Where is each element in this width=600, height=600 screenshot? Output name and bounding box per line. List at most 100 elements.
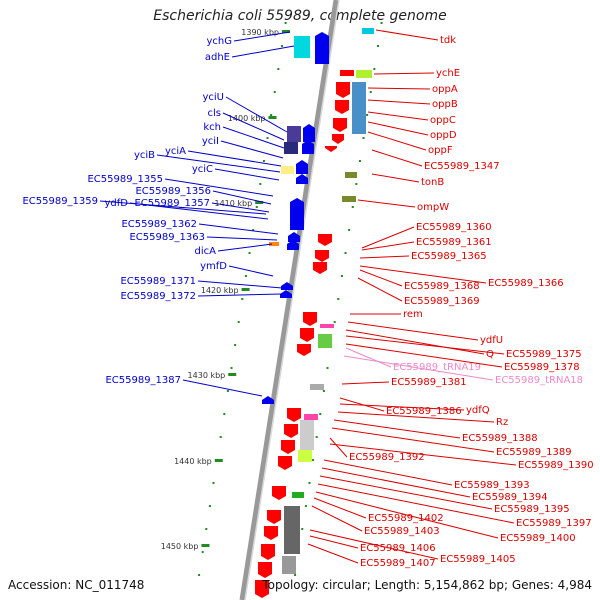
left-track-dot xyxy=(244,275,247,277)
kbp-label: 1450 kbp xyxy=(161,542,199,551)
gene-label: yciU xyxy=(202,92,224,103)
gene-label: EC55989_1359 xyxy=(22,196,98,207)
label-connector xyxy=(339,397,385,412)
gene-label: EC55989_1392 xyxy=(349,452,425,463)
label-connector xyxy=(214,168,280,181)
gene-label: EC55989_1393 xyxy=(454,480,530,491)
gene-label: EC55989_1397 xyxy=(516,518,592,529)
label-connector xyxy=(373,72,435,75)
label-connector xyxy=(197,293,282,297)
left-track-dot xyxy=(237,321,240,323)
gene-label: EC55989_1390 xyxy=(518,460,594,471)
gene-label: EC55989_1357 xyxy=(134,198,210,209)
kbp-tick xyxy=(228,373,237,376)
gene-block xyxy=(300,420,314,450)
label-connector xyxy=(347,321,479,341)
gene-arrow xyxy=(297,344,311,356)
left-track-dot xyxy=(234,344,237,346)
gene-label: EC55989_1389 xyxy=(496,447,572,458)
gene-label: EC55989_1375 xyxy=(506,349,582,360)
gene-label: oppD xyxy=(430,130,457,141)
gene-label: adhE xyxy=(205,52,230,63)
gene-arrow xyxy=(258,562,272,578)
gene-block xyxy=(284,506,300,554)
gene-label: EC55989_1356 xyxy=(135,186,211,197)
gene-label: yciB xyxy=(134,150,155,161)
gene-block xyxy=(342,196,356,202)
gene-label: kch xyxy=(203,122,221,133)
gene-arrow xyxy=(278,456,292,470)
label-connector xyxy=(231,45,295,58)
gene-arrow xyxy=(315,250,329,262)
gene-block xyxy=(294,36,310,58)
kbp-tick xyxy=(201,544,210,547)
gene-arrow xyxy=(296,174,308,184)
accession-label: Accession: NC_011748 xyxy=(8,578,145,592)
right-track-dot xyxy=(326,367,329,369)
right-track-dot xyxy=(351,206,354,208)
label-connector xyxy=(345,335,505,355)
gene-block xyxy=(362,28,374,34)
gene-label: ydfU xyxy=(480,335,503,346)
left-track-dot xyxy=(198,574,201,576)
gene-arrow xyxy=(336,82,350,98)
label-connector xyxy=(357,277,403,302)
gene-arrow xyxy=(272,486,286,500)
right-track-dot xyxy=(301,528,304,530)
label-connector xyxy=(99,200,267,215)
label-connector xyxy=(217,243,273,252)
label-connector xyxy=(329,443,517,466)
gene-arrow xyxy=(290,198,304,230)
label-connector xyxy=(345,343,503,368)
left-track-dot xyxy=(201,551,204,553)
label-connector xyxy=(361,241,415,251)
right-track-dot xyxy=(355,183,358,185)
kbp-tick xyxy=(281,30,290,33)
gene-label: EC55989_1394 xyxy=(472,492,548,503)
gene-label: cls xyxy=(208,108,222,119)
gene-block xyxy=(320,324,334,328)
gene-label: yciA xyxy=(165,146,186,157)
label-connector xyxy=(359,269,403,287)
gene-label: EC55989_1386 xyxy=(386,406,462,417)
gene-label: dicA xyxy=(195,246,217,257)
label-connector xyxy=(357,199,416,208)
label-connector xyxy=(345,347,392,368)
gene-block xyxy=(345,172,357,178)
label-connector xyxy=(367,87,431,90)
kbp-label: 1400 kbp xyxy=(228,114,266,123)
genome-backbone xyxy=(239,0,339,600)
gene-arrow xyxy=(281,440,295,454)
gene-label: ydfD xyxy=(105,198,129,209)
gene-arrow xyxy=(255,580,269,598)
gene-block xyxy=(304,414,318,420)
left-track-dot xyxy=(226,390,229,392)
label-connector xyxy=(197,280,283,289)
gene-arrow xyxy=(296,160,308,174)
kbp-tick xyxy=(214,459,223,462)
right-track-dot xyxy=(358,160,361,162)
right-track-dot xyxy=(312,459,315,461)
gene-arrow xyxy=(333,118,347,132)
left-track-dot xyxy=(219,436,222,438)
gene-label: ydfQ xyxy=(466,405,490,416)
label-connector xyxy=(309,535,359,549)
gene-label: yciI xyxy=(202,136,219,147)
label-connector xyxy=(341,381,390,385)
gene-label: EC55989_1355 xyxy=(87,174,163,185)
kbp-tick xyxy=(241,288,250,291)
right-track-dot xyxy=(366,114,369,116)
label-connector xyxy=(367,121,429,136)
label-connector xyxy=(321,467,471,498)
gene-label: EC55989_1366 xyxy=(488,278,564,289)
gene-label: EC55989_tRNA18 xyxy=(495,375,583,386)
gene-label: EC55989_1402 xyxy=(368,513,444,524)
left-track-dot xyxy=(259,183,262,185)
left-track-dot xyxy=(241,298,244,300)
gene-label: EC55989_1371 xyxy=(120,276,196,287)
gene-arrow xyxy=(287,240,299,250)
label-connector xyxy=(156,154,281,173)
right-track-dot xyxy=(315,436,318,438)
gene-block xyxy=(318,334,332,348)
